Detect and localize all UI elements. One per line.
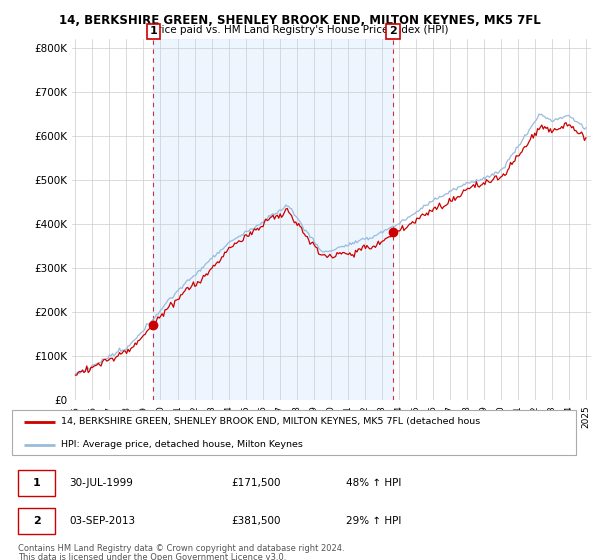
Text: 30-JUL-1999: 30-JUL-1999 <box>70 478 133 488</box>
Text: 29% ↑ HPI: 29% ↑ HPI <box>346 516 401 526</box>
Text: Price paid vs. HM Land Registry's House Price Index (HPI): Price paid vs. HM Land Registry's House … <box>151 25 449 35</box>
Text: HPI: Average price, detached house, Milton Keynes: HPI: Average price, detached house, Milt… <box>61 440 303 449</box>
Text: 1: 1 <box>33 478 41 488</box>
Text: This data is licensed under the Open Government Licence v3.0.: This data is licensed under the Open Gov… <box>18 553 286 560</box>
Text: 2: 2 <box>389 26 397 36</box>
Text: Contains HM Land Registry data © Crown copyright and database right 2024.: Contains HM Land Registry data © Crown c… <box>18 544 344 553</box>
Text: 2: 2 <box>33 516 41 526</box>
FancyBboxPatch shape <box>18 508 55 534</box>
Text: 03-SEP-2013: 03-SEP-2013 <box>70 516 136 526</box>
Text: £171,500: £171,500 <box>231 478 280 488</box>
FancyBboxPatch shape <box>18 470 55 496</box>
Text: 48% ↑ HPI: 48% ↑ HPI <box>346 478 401 488</box>
Text: £381,500: £381,500 <box>231 516 280 526</box>
Bar <box>154 39 393 400</box>
Text: 14, BERKSHIRE GREEN, SHENLEY BROOK END, MILTON KEYNES, MK5 7FL: 14, BERKSHIRE GREEN, SHENLEY BROOK END, … <box>59 14 541 27</box>
Text: 1: 1 <box>149 26 157 36</box>
Text: 14, BERKSHIRE GREEN, SHENLEY BROOK END, MILTON KEYNES, MK5 7FL (detached hous: 14, BERKSHIRE GREEN, SHENLEY BROOK END, … <box>61 417 480 426</box>
FancyBboxPatch shape <box>12 410 577 455</box>
